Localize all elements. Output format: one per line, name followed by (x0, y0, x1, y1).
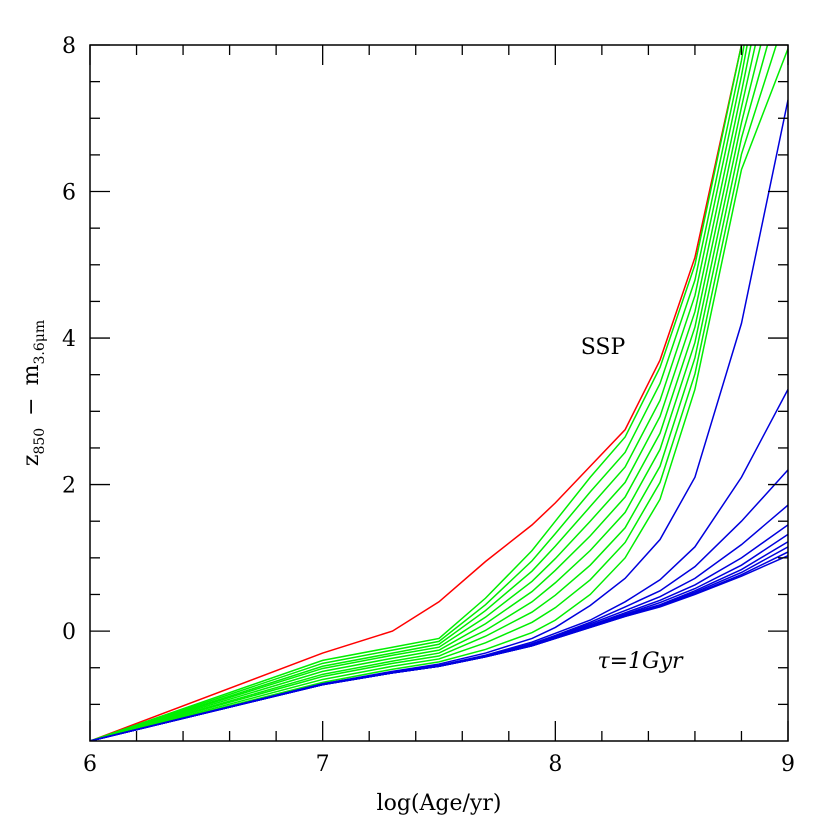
y-label-part: − (19, 397, 44, 415)
x-tick-label: 8 (548, 752, 562, 777)
series-line (90, 388, 788, 741)
series-line (90, 45, 762, 741)
y-label-part: m (19, 364, 44, 385)
annotation: SSP (581, 335, 626, 360)
series-line (90, 45, 743, 741)
series-line (90, 45, 752, 741)
x-axis-label: log(Age/yr) (377, 791, 502, 816)
y-tick-label: 8 (62, 34, 76, 59)
y-axis-label: z850 − m3.6μm (19, 320, 48, 466)
y-label-part: z (19, 455, 44, 467)
series-line (90, 45, 745, 741)
y-label-part: 3.6μm (32, 320, 48, 365)
series-line (90, 45, 748, 741)
y-tick-label: 4 (62, 327, 76, 352)
series-line (90, 45, 757, 741)
series-line (90, 45, 743, 741)
plot-frame (89, 44, 789, 742)
annotation: τ=1Gyr (597, 649, 684, 674)
series-line (90, 469, 788, 741)
x-tick-label: 9 (781, 752, 795, 777)
y-label-part: 850 (32, 428, 48, 455)
series-line (90, 45, 769, 741)
series-line (90, 554, 788, 741)
y-tick-label: 2 (62, 474, 76, 499)
x-tick-label: 6 (83, 752, 97, 777)
y-tick-label: 0 (62, 620, 76, 645)
series-line (90, 48, 788, 741)
x-tick-label: 7 (316, 752, 330, 777)
series-line (90, 45, 778, 741)
plot-lines (90, 45, 788, 741)
y-tick-label: 6 (62, 181, 76, 206)
